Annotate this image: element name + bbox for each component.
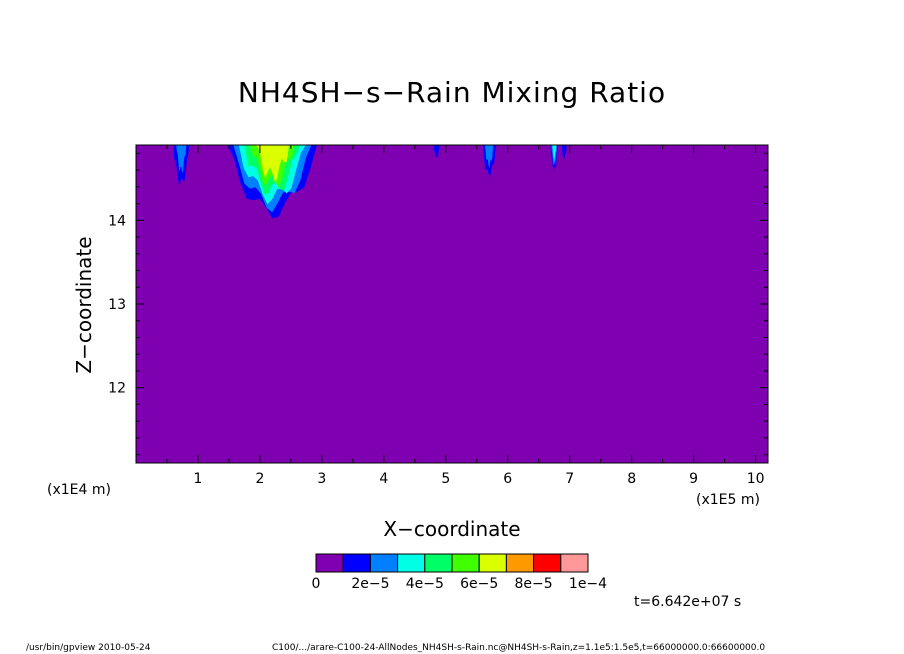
time-label: t=6.642e+07 s [634,594,742,610]
colorbar-swatch [560,553,589,573]
colorbar-label: 2e−5 [351,576,389,592]
feature-2 [227,145,317,219]
colorbar-label: 0 [312,576,321,592]
contour-level-1 [433,145,440,159]
colorbar-label: 1e−4 [569,576,607,592]
colorbar-swatch [424,553,453,573]
colorbar-swatch [315,553,344,573]
x-unit-right: (x1E5 m) [696,492,760,508]
x-tick-label: 1 [193,471,202,487]
x-tick-label: 9 [689,471,698,487]
contour-level-6 [255,145,289,182]
x-tick-label: 10 [747,471,765,487]
x-axis-label: X−coordinate [383,517,521,541]
colorbar-label: 6e−5 [460,576,498,592]
colorbar-swatch [505,553,535,573]
contour-level-2 [176,145,187,173]
x-tick-label: 4 [379,471,388,487]
feature-1 [173,145,190,185]
y-tick-label: 12 [108,381,126,397]
rain-features [173,145,567,219]
colorbar-swatch [369,553,399,573]
colorbar-label: 4e−5 [406,576,444,592]
y-tick-label: 13 [108,297,126,313]
footer-right: C100/.../arare-C100-24-AllNodes_NH4SH-s-… [272,643,766,653]
x-tick-label: 2 [255,471,264,487]
chart-title: NH4SH−s−Rain Mixing Ratio [237,76,667,109]
x-tick-label: 7 [565,471,574,487]
colorbar-swatch [342,553,371,573]
colorbar-swatch [451,553,480,573]
x-tick-label: 6 [503,471,512,487]
x-axis-ticks: 1 2 3 4 5 6 7 8 9 10 [166,145,765,487]
colorbar-swatch [397,553,426,573]
plot-area [136,145,768,463]
y-axis-ticks: 12 13 14 [108,152,768,456]
feature-5 [550,145,558,172]
footer-left: /usr/bin/gpview 2010-05-24 [26,643,151,653]
contour-level-1 [561,145,567,159]
colorbar: 0 2e−5 4e−5 6e−5 8e−5 1e−4 [312,553,607,592]
y-tick-label: 14 [108,213,126,229]
colorbar-swatch [533,553,562,573]
feature-3 [433,145,440,159]
x-unit-left: (x1E4 m) [47,482,111,498]
plot-background [136,145,768,463]
x-tick-label: 8 [627,471,636,487]
contour-level-2 [484,145,494,169]
colorbar-swatch [478,553,507,573]
feature-4 [482,145,496,177]
colorbar-label: 8e−5 [515,576,553,592]
x-tick-label: 5 [441,471,450,487]
feature-6 [561,145,567,159]
x-tick-label: 3 [317,471,326,487]
contour-level-3 [552,145,557,161]
